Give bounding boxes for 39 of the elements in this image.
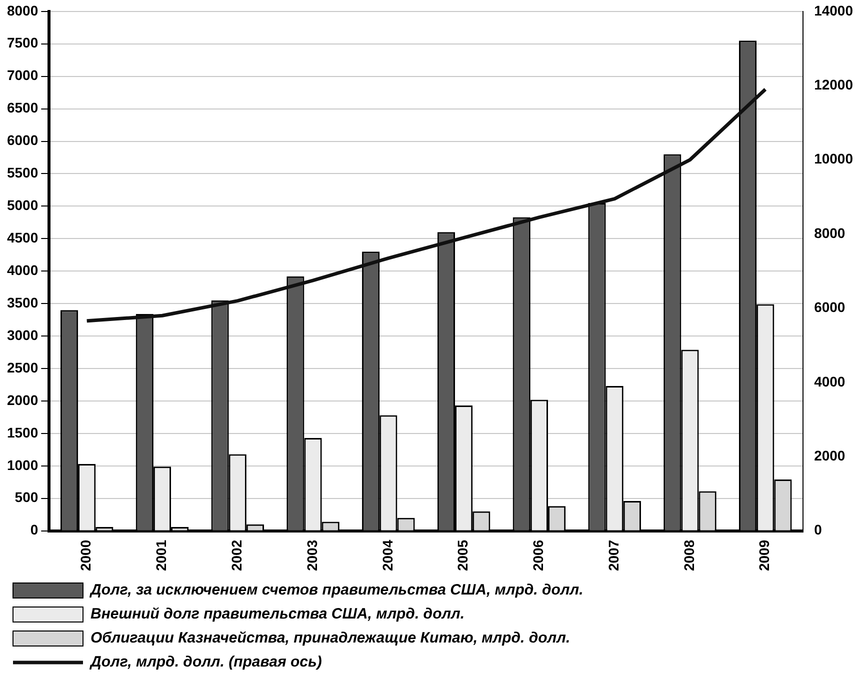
y-tick-label: 4000 bbox=[6, 262, 38, 278]
y-tick-label: 6500 bbox=[6, 100, 38, 116]
x-tick-label: 2008 bbox=[680, 540, 697, 572]
y-tick-label: 4500 bbox=[6, 230, 38, 246]
y-tick-label: 7500 bbox=[6, 34, 38, 51]
y-tick-label: 0 bbox=[30, 522, 38, 538]
y2-tick-label: 0 bbox=[814, 522, 822, 538]
legend-label: Долг, за исключением счетов правительства США, млрд. долл. bbox=[88, 582, 860, 599]
y-tick-label: 6000 bbox=[6, 132, 38, 148]
x-tick-label: 2001 bbox=[153, 540, 170, 572]
y-tick-label: 1500 bbox=[6, 424, 38, 440]
y2-tick-label: 4000 bbox=[814, 373, 846, 390]
legend-label: Внешний долг правительства США, млрд. долл. bbox=[90, 606, 798, 623]
x-tick-label: 2007 bbox=[605, 540, 622, 572]
legend-label: Облигации Казначейства, принадлежащие Китаю, млрд. долл. bbox=[90, 630, 860, 647]
y-tick-label: 2500 bbox=[6, 359, 38, 376]
y2-tick-label: 8000 bbox=[814, 224, 846, 241]
y-tick-label: 1000 bbox=[6, 456, 38, 473]
x-tick-label: 2005 bbox=[454, 540, 471, 572]
x-tick-label: 2000 bbox=[78, 540, 94, 572]
x-tick-label: 2004 bbox=[379, 540, 396, 572]
y2-tick-label: 10000 bbox=[814, 150, 854, 167]
y-tick-label: 5000 bbox=[6, 197, 38, 214]
y-tick-label: 5500 bbox=[6, 164, 38, 181]
x-tick-label: 2002 bbox=[228, 540, 244, 572]
y-tick-label: 3500 bbox=[6, 294, 38, 310]
y2-tick-label: 6000 bbox=[814, 299, 846, 316]
y-tick-label: 3000 bbox=[6, 326, 38, 343]
y-tick-label: 7000 bbox=[6, 67, 38, 84]
y-tick-label: 8000 bbox=[6, 2, 38, 18]
legend-label: Долг, млрд. долл. (правая ось) bbox=[88, 654, 656, 671]
y-tick-label: 2000 bbox=[6, 392, 38, 408]
y2-tick-label: 12000 bbox=[814, 76, 854, 92]
y2-tick-label: 14000 bbox=[814, 2, 854, 18]
x-tick-label: 2006 bbox=[530, 540, 546, 572]
y2-tick-label: 2000 bbox=[814, 448, 846, 464]
x-tick-label: 2003 bbox=[304, 540, 320, 572]
y-tick-label: 500 bbox=[14, 489, 38, 506]
x-tick-label: 2009 bbox=[756, 540, 772, 572]
